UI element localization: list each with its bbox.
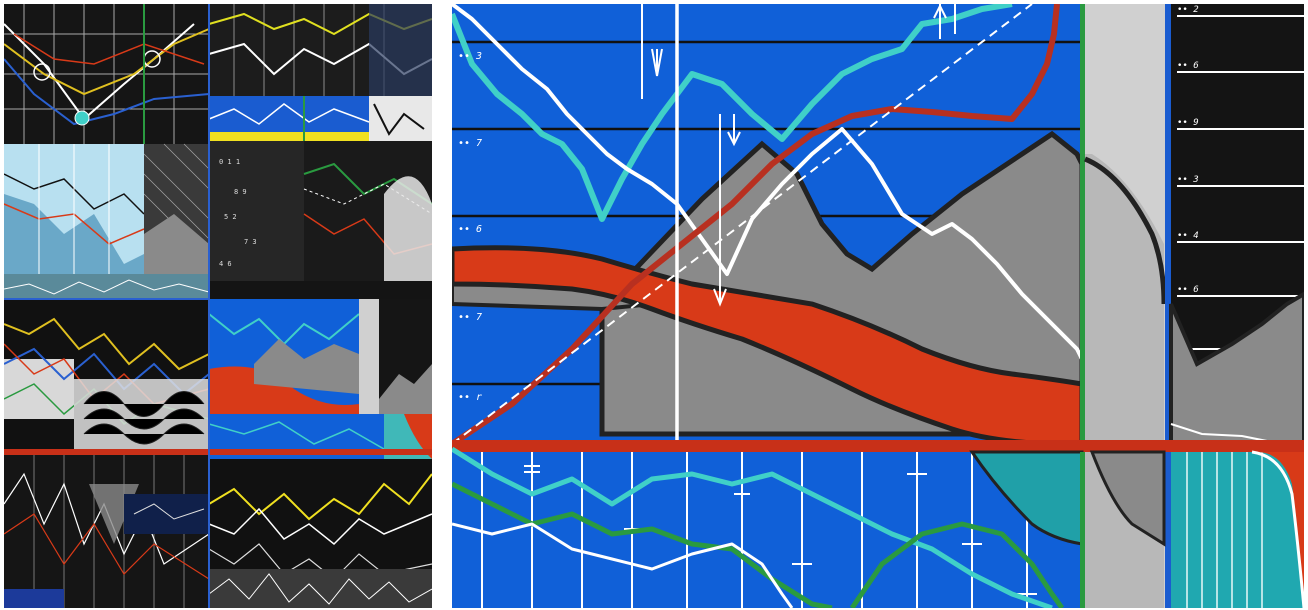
svg-text:5 2: 5 2: [224, 213, 237, 221]
svg-text:7 3: 7 3: [244, 238, 257, 246]
collage-panel: 0 1 1 8 9 5 2 7 3 4 6: [4, 4, 432, 608]
tick-scribble: •• 3: [458, 51, 482, 62]
painting-detail-panel: •• 3 •• 7 •• 6 •• 7 •• r •• 2 •• 6 •• 9 …: [452, 4, 1304, 608]
tick-scribble: •• 7: [458, 312, 482, 323]
tick-scribble: •• 6: [458, 224, 482, 235]
svg-text:8 9: 8 9: [234, 188, 247, 196]
collage-artwork: 0 1 1 8 9 5 2 7 3 4 6: [4, 4, 432, 608]
svg-text:0 1 1: 0 1 1: [219, 158, 240, 166]
tick-scribble: •• 6: [1177, 61, 1199, 71]
painting-artwork: •• 3 •• 7 •• 6 •• 7 •• r •• 2 •• 6 •• 9 …: [452, 4, 1304, 608]
tick-scribble: •• 3: [1177, 175, 1199, 185]
tick-scribble: •• r: [458, 392, 482, 403]
tick-scribble: •• 2: [1177, 5, 1199, 15]
tick-scribble: •• 4: [1177, 231, 1199, 241]
tick-scribble: •• 6: [1177, 285, 1199, 295]
tick-scribble: •• 9: [1177, 118, 1199, 128]
svg-text:4 6: 4 6: [219, 260, 232, 268]
tick-scribble: •• 7: [458, 138, 482, 149]
